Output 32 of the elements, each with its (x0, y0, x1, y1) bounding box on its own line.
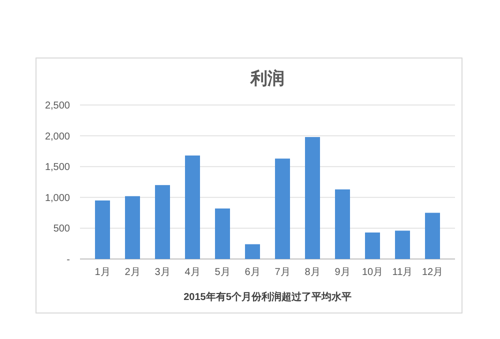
x-tick-label: 8月 (304, 267, 320, 278)
bar (95, 200, 110, 259)
bar (365, 232, 380, 259)
text: 2015年有5个月份利润超过了平均水平 (184, 291, 352, 303)
y-tick-label: 500 (53, 224, 70, 235)
bar (215, 208, 230, 259)
bar (125, 196, 140, 259)
y-tick-label: 1,500 (44, 162, 70, 174)
bar (245, 244, 260, 259)
x-tick-label: 9月 (334, 267, 350, 278)
bar (335, 189, 350, 259)
x-tick-label: 2月 (124, 267, 140, 278)
y-tick-label: 1,000 (44, 192, 70, 204)
x-tick-label: 6月 (244, 267, 260, 278)
chart-title: 利润 (250, 69, 284, 88)
x-tick-label: 10月 (362, 267, 384, 278)
bar (275, 158, 290, 259)
bar (395, 230, 410, 259)
y-tick-label: 2,000 (44, 131, 70, 142)
x-tick-label: 5月 (214, 267, 230, 278)
x-tick-label: 12月 (422, 267, 444, 278)
bar (155, 185, 170, 259)
bar (305, 137, 320, 259)
bar (185, 156, 200, 259)
y-tick-label: - (66, 254, 70, 266)
y-tick-label: 2,500 (44, 100, 70, 112)
x-tick-label: 11月 (392, 267, 413, 278)
x-tick-label: 1月 (94, 267, 110, 278)
x-tick-label: 4月 (184, 267, 200, 278)
x-tick-label: 7月 (274, 267, 290, 278)
bar (425, 212, 440, 259)
x-tick-label: 3月 (154, 267, 170, 278)
